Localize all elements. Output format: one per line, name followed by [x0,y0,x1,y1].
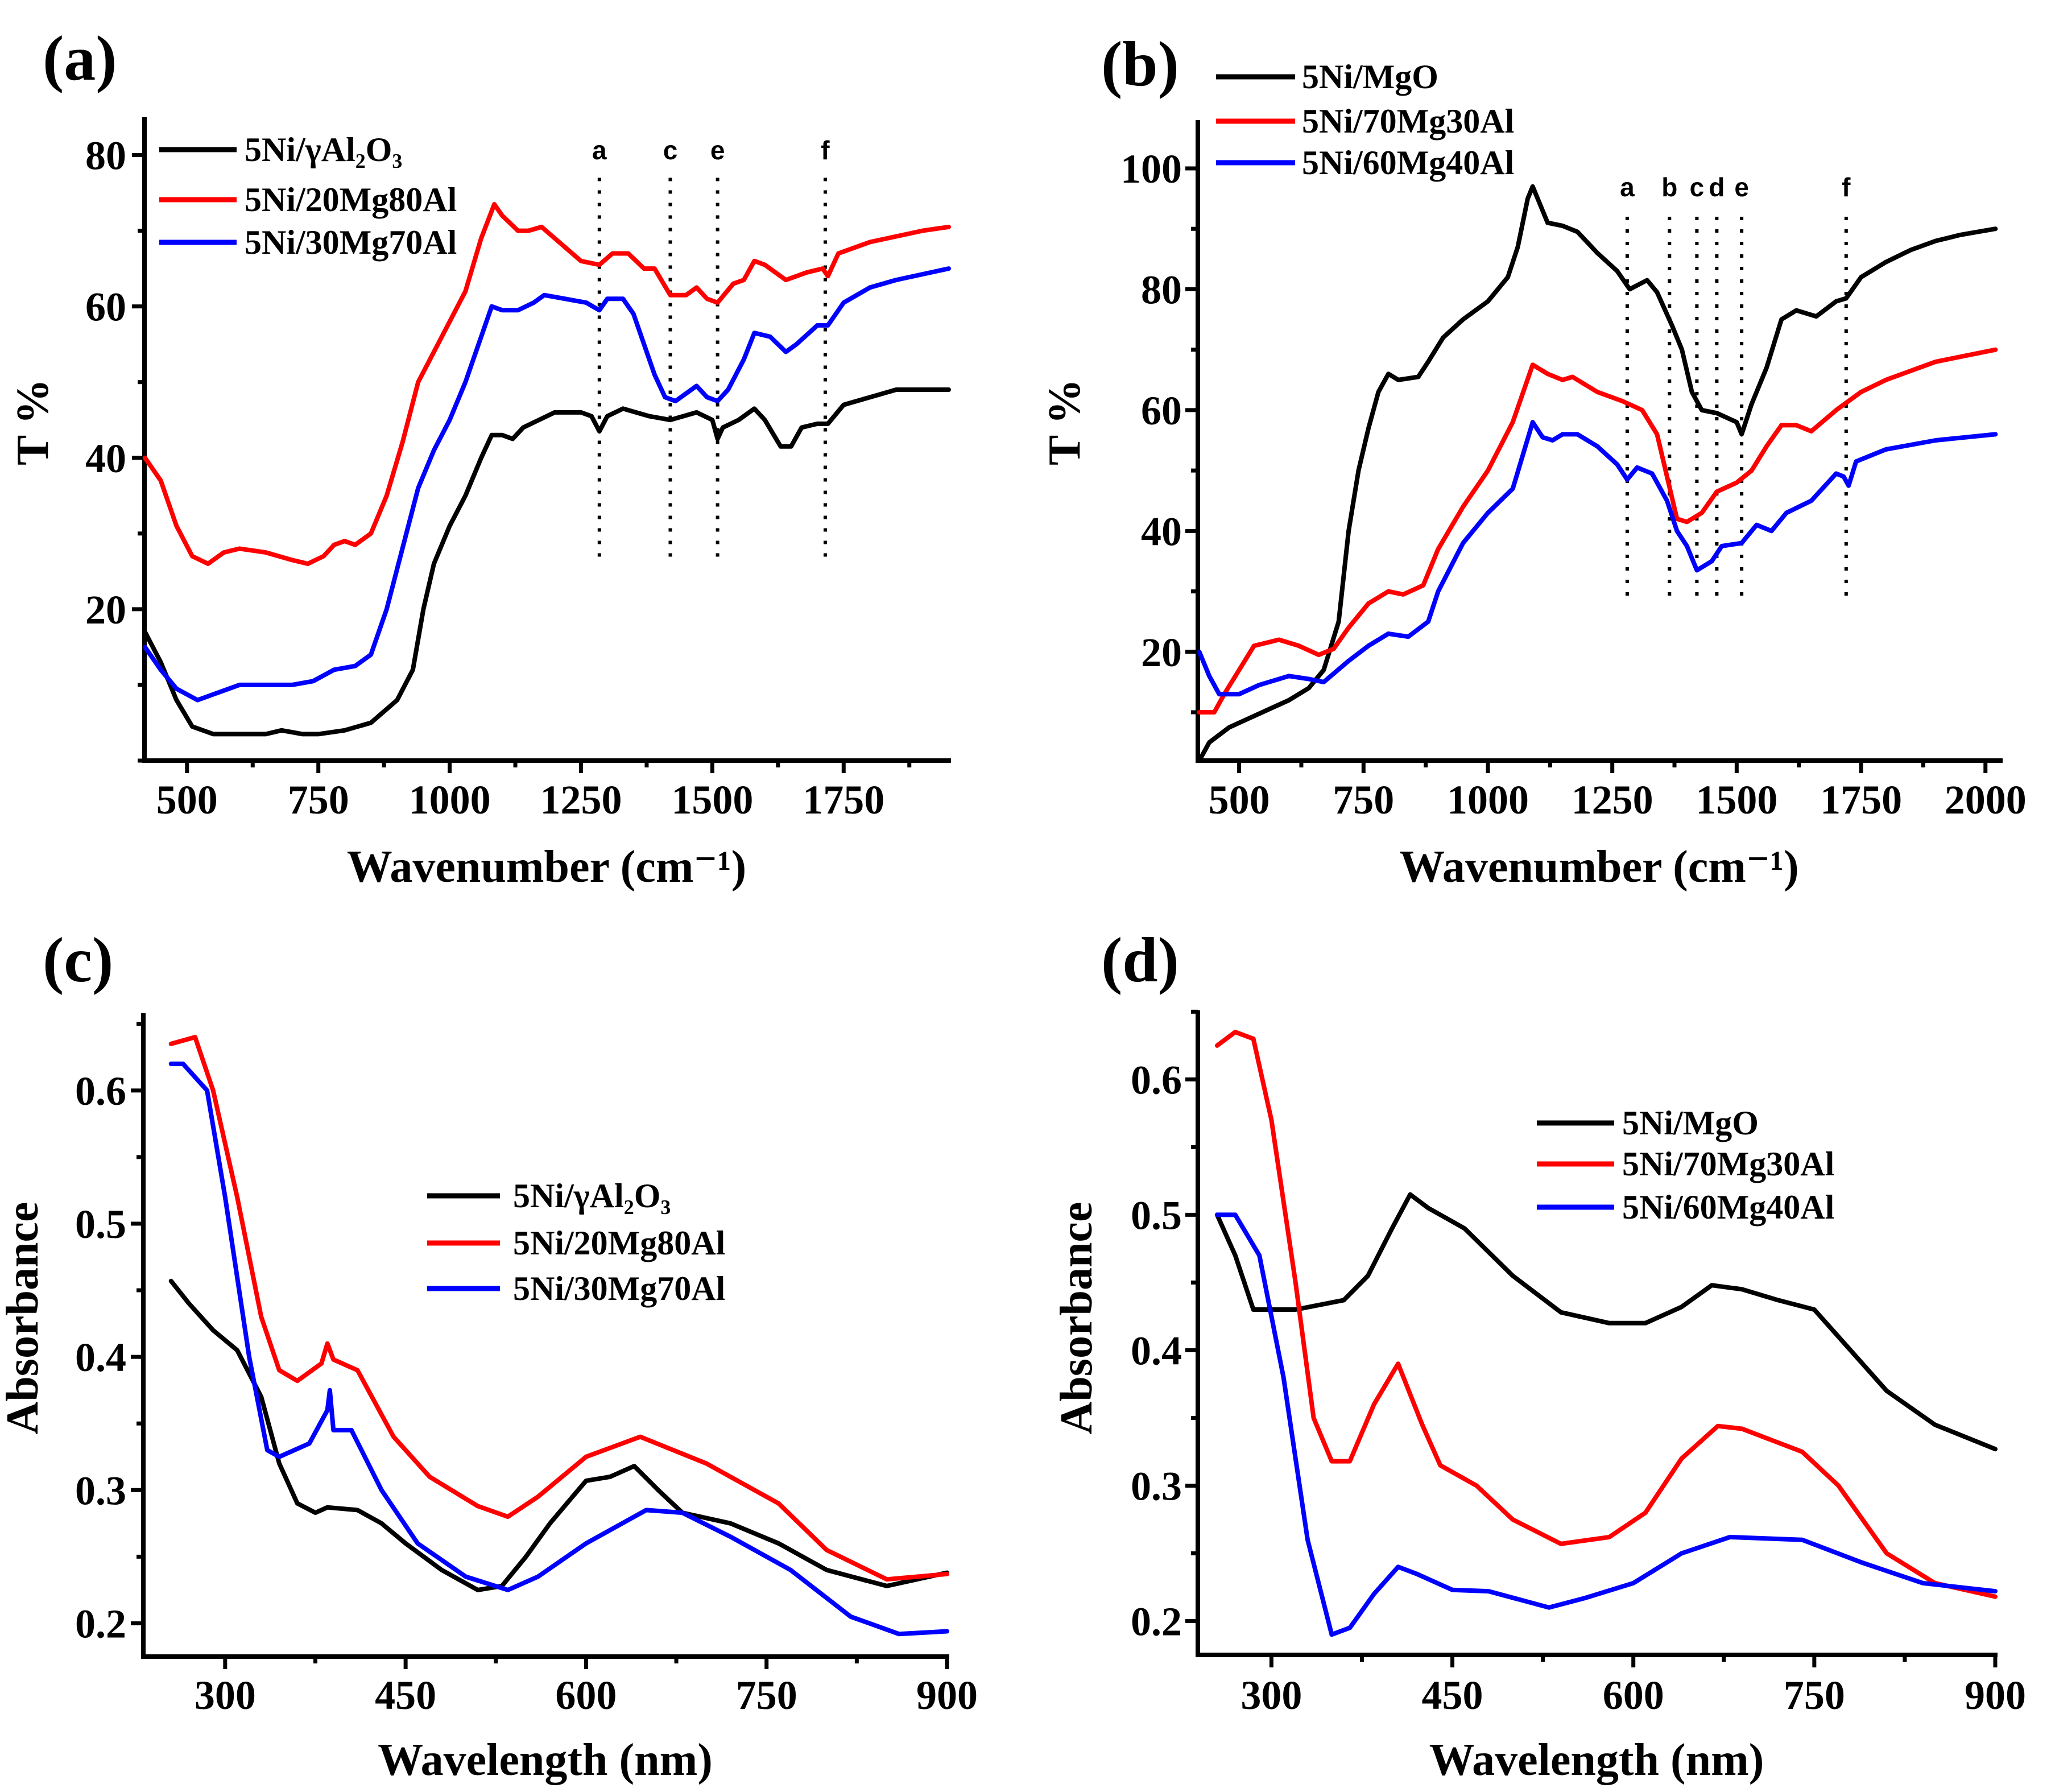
x-tick-label: 600 [1603,1673,1664,1718]
y-tick-label: 0.5 [75,1201,126,1247]
y-tick-label: 0.4 [1131,1328,1182,1373]
y-axis-title: Absorbance [1052,1202,1102,1435]
legend-label: 5Ni/70Mg30Al [1302,102,1514,140]
x-tick-label: 500 [1209,777,1270,823]
peak-marker-label: a [1620,172,1635,202]
series-line-1 [142,202,951,566]
x-tick-label: 1000 [409,777,491,823]
series-line-2 [1197,420,1998,697]
x-tick-label: 1750 [803,777,884,823]
y-axis-title: T % [8,379,58,465]
legend-label: 5Ni/30Mg70Al [245,224,457,261]
legend-label: 5Ni/60Mg40Al [1622,1188,1834,1226]
legend-label: 5Ni/70Mg30Al [1622,1145,1834,1183]
y-tick-label: 40 [1141,509,1182,554]
y-tick-label: 0.2 [1131,1599,1182,1644]
series-line-0 [168,1278,949,1592]
series-line-1 [1214,1030,1998,1599]
y-tick-label: 80 [1141,267,1182,312]
y-tick-label: 80 [85,133,126,179]
x-axis-title: Wavelength (nm) [1429,1735,1764,1785]
legend-label: 5Ni/20Mg80Al [245,181,457,218]
x-tick-label: 750 [1784,1673,1845,1718]
y-tick-label: 0.6 [1131,1057,1182,1103]
x-tick-label: 300 [1240,1673,1302,1718]
x-tick-label: 750 [736,1673,797,1718]
peak-marker-label: b [1661,172,1677,202]
y-tick-label: 0.3 [1131,1463,1182,1509]
panel-label: (c) [43,925,113,996]
series-line-2 [168,1062,949,1637]
y-tick-label: 0.6 [75,1068,126,1114]
x-tick-label: 450 [375,1673,436,1718]
panel-label: (d) [1101,925,1179,996]
series-line-2 [1214,1212,1998,1637]
legend-label: 5Ni/MgO [1302,58,1438,96]
y-tick-label: 60 [85,284,126,330]
series-line-1 [168,1035,949,1582]
x-tick-label: 1500 [671,777,753,823]
y-tick-label: 20 [1141,630,1182,675]
series-line-1 [1197,347,1998,715]
y-tick-label: 40 [85,436,126,481]
panel-b: (b) 500 750 1000 1250 1500 1750 2000 20 40 60 80 100… [1040,29,2027,892]
peak-marker-label: f [1842,172,1851,202]
peak-marker-label: d [1709,172,1725,202]
y-tick-label: 20 [85,587,126,633]
peak-marker-label: f [821,135,830,165]
x-tick-label: 750 [1333,777,1394,823]
x-tick-label: 1000 [1447,777,1529,823]
x-tick-label: 2000 [1945,777,2027,823]
series-line-0 [142,387,951,737]
peak-marker-label: e [1734,172,1749,202]
series-line-2 [142,266,951,703]
panel-a: (a) 500 750 1000 1250 1500 1750 20 40 60 80 Wavenum… [8,23,951,892]
peak-marker-label: c [663,135,678,165]
y-tick-label: 60 [1141,388,1182,433]
x-tick-label: 900 [1965,1673,2026,1718]
series-line-0 [1214,1192,1998,1452]
y-tick-label: 0.4 [75,1335,126,1380]
x-tick-label: 1750 [1820,777,1902,823]
panel-label: (a) [43,23,117,94]
legend-label: 5Ni/60Mg40Al [1302,144,1514,181]
x-tick-label: 300 [195,1673,256,1718]
panel-d: (d) 300 450 600 750 900 0.2 0.3 0.4 0.5 0.6 Wavelen… [1052,925,2026,1785]
peak-marker-label: c [1690,172,1705,202]
x-axis-title: Wavenumber (cm⁻¹) [347,842,746,892]
x-tick-label: 1250 [1572,777,1653,823]
x-tick-label: 1250 [540,777,622,823]
series-line-0 [1197,184,1998,763]
legend-label: 5Ni/30Mg70Al [513,1270,725,1307]
x-tick-label: 900 [916,1673,978,1718]
x-tick-label: 600 [555,1673,617,1718]
legend-label: 5Ni/γAl₂O₃ [513,1177,671,1215]
x-tick-label: 450 [1422,1673,1483,1718]
legend-label: 5Ni/MgO [1622,1104,1759,1142]
panel-c: (c) 300 450 600 750 900 0.2 0.3 0.4 0.5 0.6 Wavelen… [0,925,978,1785]
legend-label: 5Ni/γAl₂O₃ [245,131,402,168]
x-tick-label: 1500 [1696,777,1777,823]
y-tick-label: 0.2 [75,1601,126,1646]
peak-marker-label: e [710,135,725,165]
y-axis-title: T % [1040,379,1090,465]
y-axis-title: Absorbance [0,1202,48,1435]
x-tick-label: 500 [156,777,218,823]
legend-label: 5Ni/20Mg80Al [513,1224,725,1262]
x-tick-label: 750 [288,777,349,823]
panel-label: (b) [1101,29,1179,100]
x-axis-title: Wavenumber (cm⁻¹) [1399,842,1798,892]
y-tick-label: 0.5 [1131,1192,1182,1238]
y-tick-label: 0.3 [75,1468,126,1513]
peak-marker-label: a [592,135,607,165]
y-tick-label: 100 [1120,146,1182,192]
x-axis-title: Wavelength (nm) [378,1735,713,1785]
